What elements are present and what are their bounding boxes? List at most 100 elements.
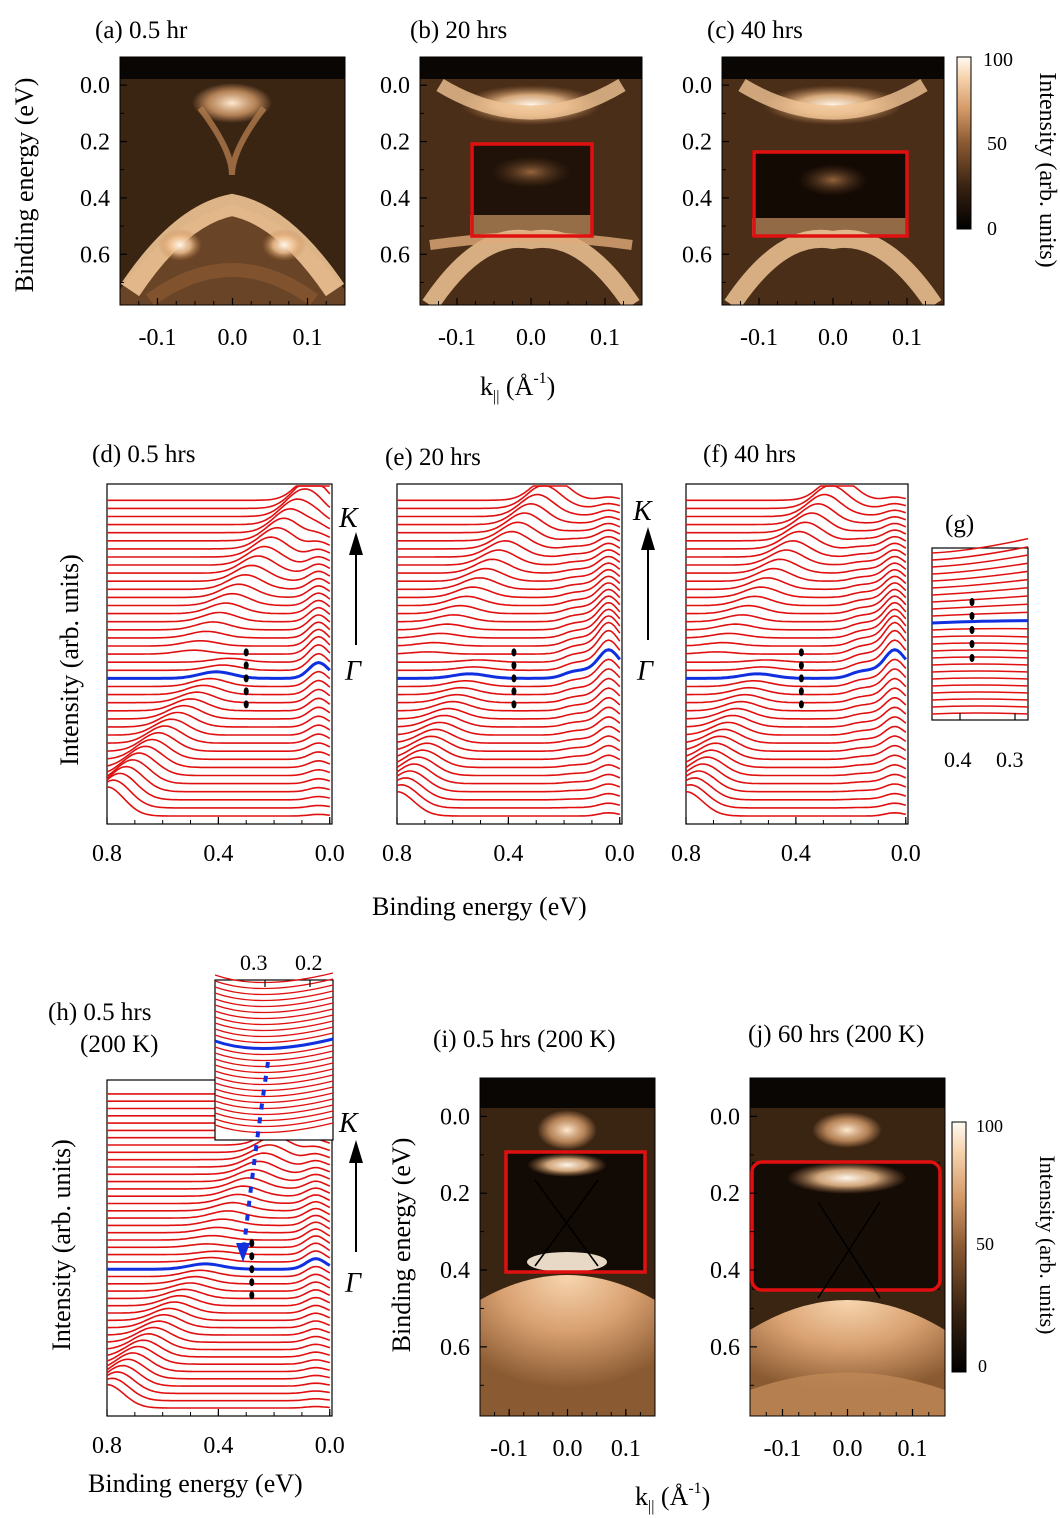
- panel-d-xtick-label: 0.0: [315, 841, 345, 867]
- panel-g-edc-curve: [931, 684, 1029, 687]
- arrow-e-k-label: K: [632, 496, 653, 527]
- panel-h-edc-curve: [107, 1207, 331, 1219]
- panel-h-inset-curve: [214, 1002, 334, 1014]
- panel-e-edc-curve: [397, 539, 621, 558]
- panel-g-dirac-dot: [969, 612, 975, 620]
- panel-h-inset-curve: [214, 1086, 334, 1098]
- panel-d-edc-curve: [107, 679, 331, 696]
- panel-h-inset-curve: [214, 1026, 334, 1038]
- panel-h-edc-curve: [107, 1273, 331, 1285]
- panel-h-edc-curve: [106, 1377, 330, 1402]
- panel-h-edc-curve: [106, 1352, 330, 1373]
- panel-e-frame: [396, 483, 623, 825]
- dirac-line-j-2: [817, 1201, 881, 1299]
- panel-d-edc-curve: [107, 697, 331, 712]
- panel-d-edc-curve: [107, 498, 331, 526]
- panel-e-edc-curve: [397, 568, 621, 591]
- panel-e-title: (e) 20 hrs: [385, 444, 481, 471]
- panel-h: 0.8 0.4 0.0: [92, 972, 345, 1459]
- panel-e-edc-curve: [396, 770, 621, 793]
- arrow-d-k-label: K: [338, 503, 359, 534]
- panel-d-edc-curve: [107, 635, 331, 655]
- panel-c-ytick-label: 0.6: [682, 242, 712, 268]
- panel-e-edc-blue: [397, 648, 621, 680]
- panel-g-edc-curve: [931, 587, 1029, 596]
- inset-g-tick-0-4: 0.4: [944, 747, 972, 772]
- panel-h-edc-curve: [107, 1168, 331, 1183]
- panel-d-xtick-label: 0.8: [92, 841, 122, 867]
- panel-g-dirac-dot: [969, 598, 975, 606]
- panel-d-edc-curve: [106, 731, 331, 753]
- panel-b-xtick-label: 0.0: [516, 325, 546, 351]
- panel-e-edc-curve: [397, 555, 621, 574]
- panel-h-inset-curve: [214, 1092, 334, 1104]
- panel-i-xtick-label: -0.1: [490, 1436, 528, 1462]
- panel-d-edc-curve: [107, 488, 331, 518]
- panel-h-edc-curve: [106, 1332, 331, 1351]
- panel-d-edc-curve: [107, 526, 331, 550]
- panel-h-edc-curve: [107, 1135, 331, 1154]
- panel-g-edc-curve: [931, 554, 1029, 568]
- panel-h-edc-curve: [107, 1221, 331, 1234]
- panel-b-ytick-label: 0.6: [380, 242, 410, 268]
- heatmap-b: [420, 57, 642, 305]
- panel-f-edc-curve: [686, 582, 907, 607]
- colorbar-bottom-tick-0: 0: [978, 1356, 987, 1376]
- arrow-e-gamma-label: Γ: [636, 656, 654, 687]
- panel-h-edc-curve: [106, 1345, 330, 1365]
- k-gamma-arrow-d: K Γ: [338, 503, 363, 687]
- panel-h-inset-curve: [214, 1122, 334, 1134]
- panel-f-edc-curve: [686, 539, 907, 558]
- panel-f-frame: [685, 483, 909, 825]
- panel-g-edc-curve: [931, 578, 1029, 589]
- panel-h-inset-curve: [214, 990, 334, 1002]
- panel-h-edc-curve: [107, 1294, 331, 1307]
- panel-d-edc-curve: [106, 786, 330, 817]
- panel-e-edc-curve: [396, 735, 621, 753]
- panel-h-dirac-dot: [249, 1265, 255, 1274]
- highlight-box-j: [750, 1160, 942, 1292]
- panel-f-edc-curve: [686, 555, 907, 574]
- panel-f-edc-curve: [686, 512, 907, 534]
- colorbar-bottom-tick-100: 100: [976, 1116, 1003, 1136]
- panel-e-edc-curve: [397, 502, 621, 526]
- panel-h-inset-curve: [214, 1044, 334, 1056]
- panel-f-edc-curve: [686, 639, 907, 672]
- panel-e-dirac-dot: [511, 648, 517, 657]
- panel-i-ytick-label: 0.0: [440, 1104, 470, 1130]
- panel-b-ytick-label: 0.0: [380, 73, 410, 99]
- panel-h-inset-curve: [214, 1050, 334, 1062]
- panel-e-edc-curve: [396, 615, 621, 647]
- panel-h-dirac-dot: [249, 1291, 255, 1300]
- panel-j-title: (j) 60 hrs (200 K): [748, 1021, 924, 1048]
- panel-h-inset-curve: [214, 1032, 334, 1044]
- panel-f-dirac-dot: [798, 661, 804, 670]
- panel-h-edc-curve: [107, 1235, 331, 1249]
- panel-a-ytick-label: 0.0: [80, 73, 110, 99]
- panel-d-edc-curve: [107, 718, 331, 736]
- colorbar-top: 100 50 0 Intensity (arb. units): [956, 49, 1060, 268]
- panel-a-xtick-label: 0.1: [293, 325, 323, 351]
- panel-h-title-line2: (200 K): [80, 1031, 158, 1058]
- panel-b-xtick-label: -0.1: [438, 325, 476, 351]
- panel-g-edc-curve: [931, 705, 1029, 708]
- colorbar-top-tick-0: 0: [987, 218, 997, 240]
- panel-f-edc-curve: [686, 658, 907, 688]
- panel-b-ytick-label: 0.2: [380, 130, 410, 156]
- dirac-line-i-2: [534, 1179, 599, 1267]
- panel-f-edc-curve: [685, 770, 907, 793]
- panel-f-edc-curve: [685, 716, 907, 736]
- panel-g-edc-curve: [931, 649, 1029, 652]
- panel-h-dirac-dot: [249, 1239, 255, 1248]
- panel-e-edc-curve: [397, 493, 621, 518]
- panel-e-edc-curve: [396, 716, 621, 736]
- panel-h-inset-curve: [214, 1062, 334, 1074]
- panel-h-edc-curve: [107, 1144, 331, 1161]
- panel-h-xtick-label: 0.0: [315, 1433, 345, 1459]
- panel-b-title: (b) 20 hrs: [410, 17, 507, 44]
- inset-g-tick-0-3: 0.3: [996, 747, 1024, 772]
- panel-d-edc-curve: [107, 545, 331, 566]
- panel-f-edc-curve: [686, 493, 907, 518]
- panel-h-edc-curve: [107, 1214, 331, 1227]
- k-gamma-arrow-h: K Γ: [338, 1108, 363, 1299]
